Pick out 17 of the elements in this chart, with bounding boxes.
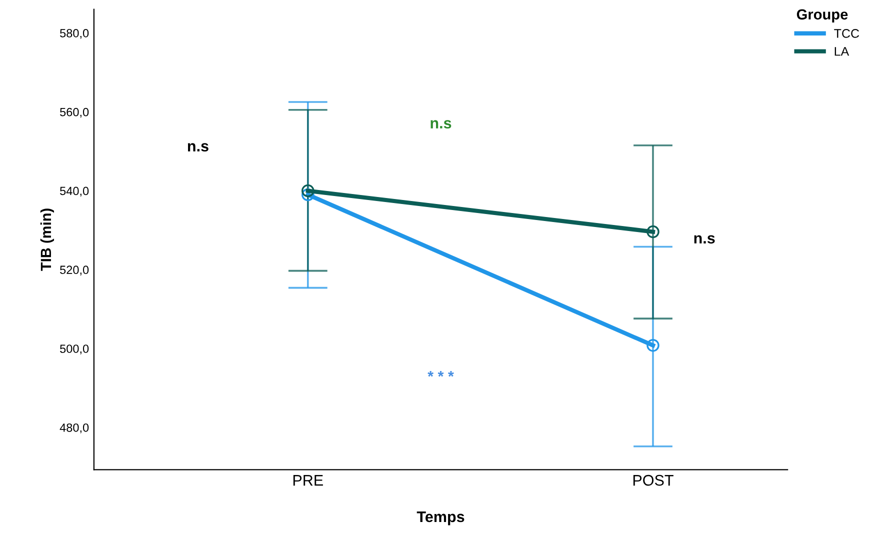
y-tick-label: 580,0	[60, 29, 89, 39]
y-tick-label: 560,0	[60, 108, 89, 118]
legend-title: Groupe	[796, 9, 848, 22]
annotation: n.s	[430, 120, 452, 128]
x-tick-label: PRE	[293, 475, 323, 486]
y-tick-label: 500,0	[60, 344, 89, 354]
annotation: n.s	[694, 235, 715, 244]
y-axis-title: TIB (min)	[40, 208, 54, 271]
annotation: n.s	[188, 143, 208, 152]
x-tick-label: POST	[633, 474, 674, 486]
legend-label: LA	[834, 47, 850, 56]
y-tick-label: 520,0	[60, 266, 89, 276]
x-axis-title: Temps	[416, 512, 464, 526]
y-tick-label: 480,0	[60, 423, 89, 434]
y-tick-label: 540,0	[60, 186, 89, 197]
annotation: * * *	[428, 371, 454, 377]
legend-label: TCC	[834, 29, 860, 38]
